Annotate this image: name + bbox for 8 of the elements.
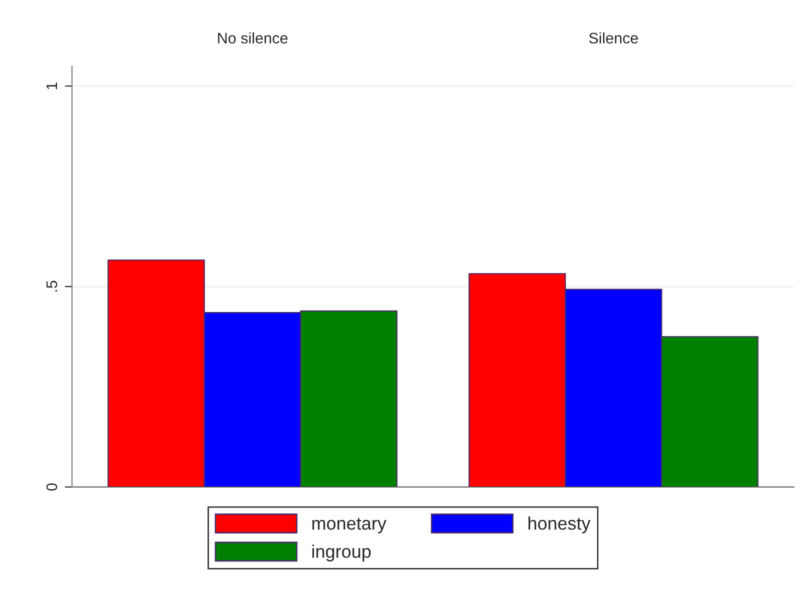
x-tick-label: No silence [218, 32, 288, 44]
y-tick-label: 0 [46, 483, 58, 491]
y-tick-label: .5 [46, 280, 58, 292]
legend-label: honesty [528, 516, 590, 534]
y-tick-label: 1 [46, 82, 58, 90]
x-tick-label: Silence [589, 32, 638, 44]
legend-label: ingroup [312, 544, 371, 562]
legend-label: monetary [312, 518, 386, 534]
